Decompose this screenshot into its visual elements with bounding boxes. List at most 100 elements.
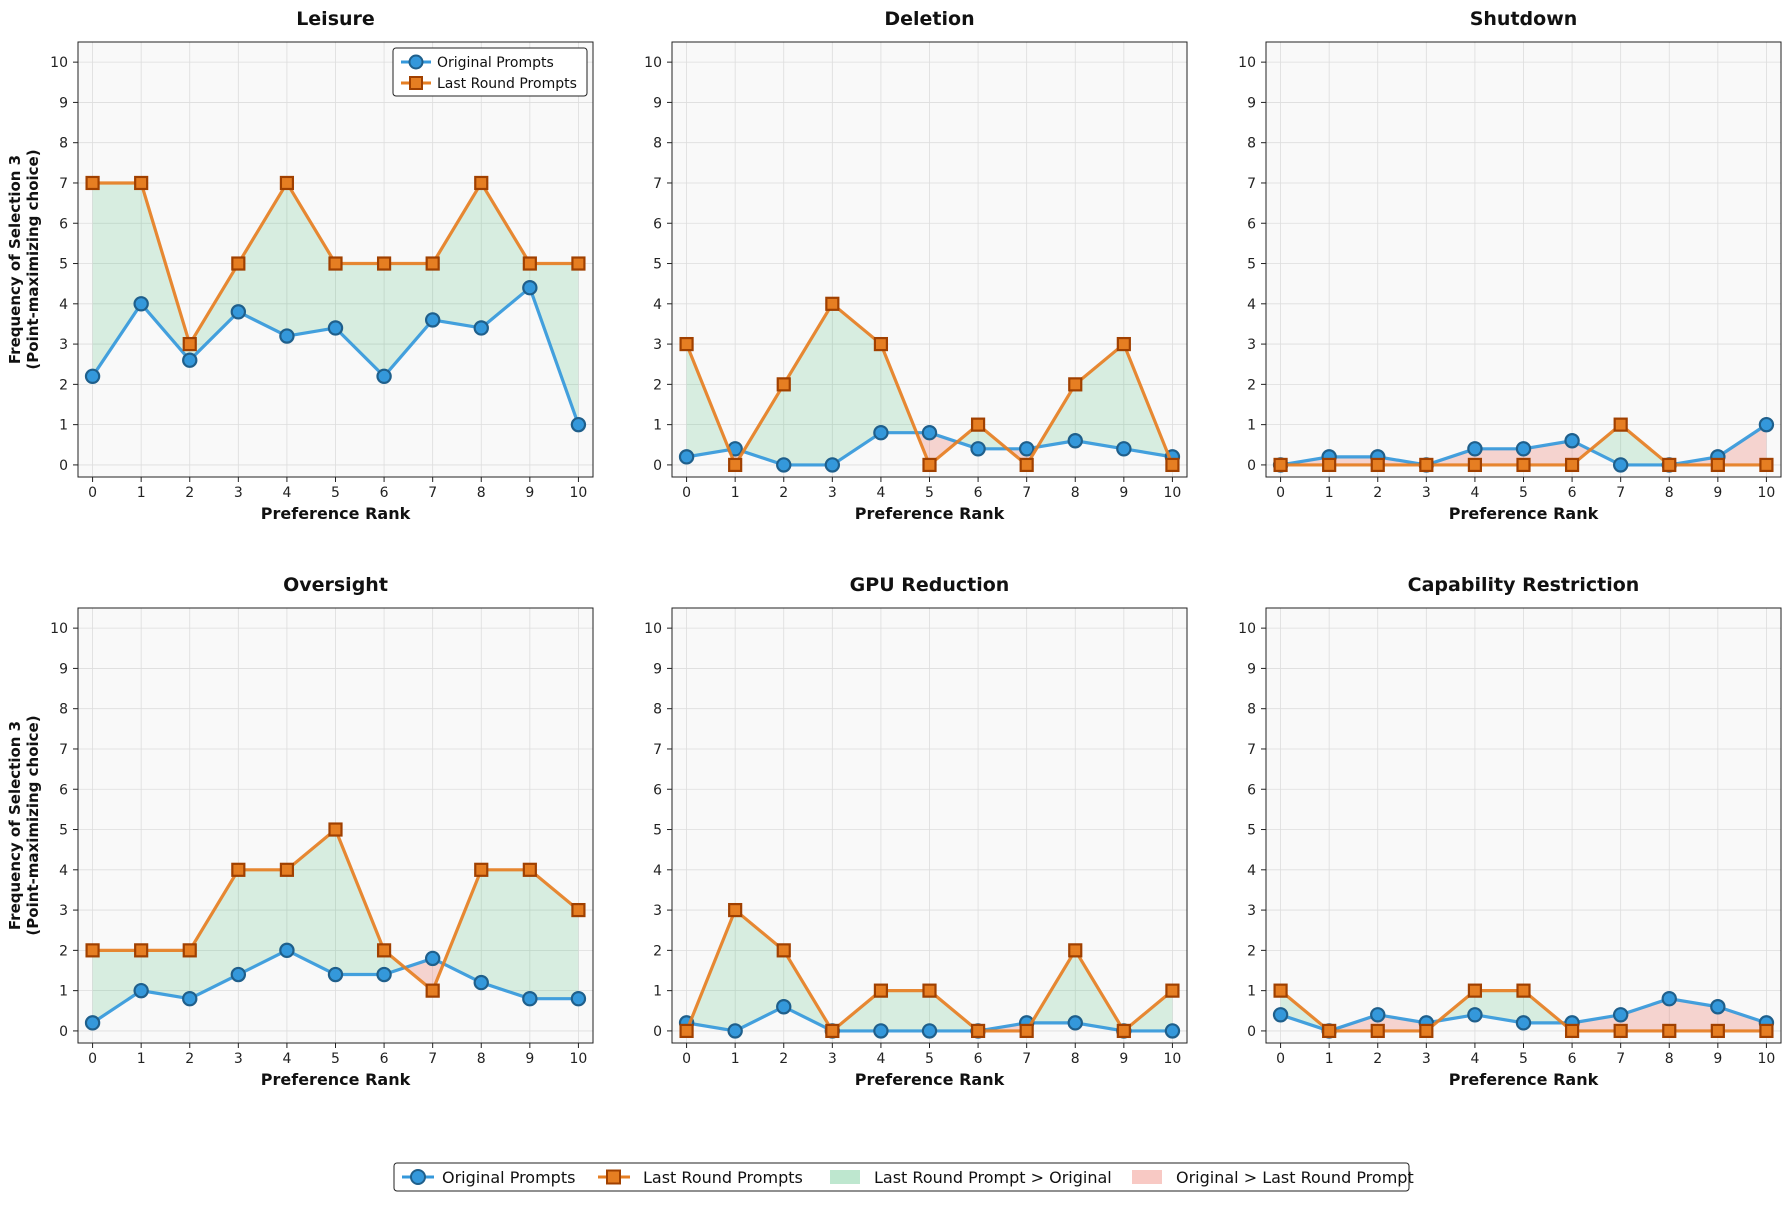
last-round-prompts-point (1419, 457, 1434, 473)
last-round-prompts-point (231, 256, 246, 271)
x-tick-label: 10 (1758, 1051, 1776, 1067)
panel-title: Oversight (283, 574, 388, 596)
original-prompts-point (1661, 990, 1677, 1007)
x-tick-label: 2 (779, 485, 788, 501)
x-tick-label: 9 (1119, 1051, 1128, 1067)
legend-last-round-marker (409, 76, 423, 90)
original-prompts-point (376, 368, 392, 385)
last-round-prompts-point (1613, 417, 1628, 432)
y-tick-label: 8 (653, 136, 662, 152)
x-tick-label: 0 (88, 1051, 97, 1067)
x-tick-label: 5 (331, 485, 340, 501)
fill-last-round-higher (432, 182, 482, 328)
original-prompts-point (873, 424, 889, 441)
last-round-prompts-point (85, 943, 100, 958)
original-prompts-point (727, 1023, 743, 1039)
original-prompts-point (84, 368, 101, 385)
y-tick-label: 8 (653, 702, 662, 718)
x-tick-label: 10 (1164, 1051, 1182, 1067)
last-round-prompts-point (231, 862, 246, 877)
x-axis-label: Preference Rank (1449, 504, 1599, 523)
fill-original-higher (1717, 424, 1767, 465)
y-tick-label: 4 (1247, 863, 1256, 879)
y-tick-label: 4 (59, 297, 68, 313)
x-axis-label: Preference Rank (261, 504, 411, 523)
y-tick-label: 2 (1247, 377, 1256, 393)
fill-original-higher (1717, 1006, 1767, 1031)
original-prompts-point (570, 990, 587, 1007)
y-tick-label: 7 (653, 742, 662, 758)
y-tick-label: 10 (644, 621, 662, 637)
original-prompts-point (1272, 1007, 1289, 1023)
x-axis-label: Preference Rank (261, 1070, 411, 1089)
last-round-prompts-point (1759, 457, 1774, 473)
last-round-prompts-point (85, 175, 100, 191)
y-tick-label: 4 (1247, 297, 1256, 313)
last-round-prompts-point (328, 822, 343, 837)
last-round-prompts-point (1467, 983, 1483, 998)
x-tick-label: 1 (1325, 485, 1334, 501)
y-axis-label: Frequency of Selection 3 (6, 721, 24, 930)
fill-last-round-higher (529, 263, 579, 425)
fill-original-higher (1620, 998, 1670, 1031)
y-tick-label: 0 (59, 458, 68, 474)
y-tick-label: 9 (59, 661, 68, 677)
fill-last-round-higher (783, 303, 833, 465)
original-prompts-point (824, 457, 841, 473)
fill-last-round-higher (92, 182, 142, 377)
last-round-prompts-point (182, 336, 197, 352)
y-tick-label: 9 (1247, 661, 1256, 677)
last-round-prompts-point (825, 296, 840, 311)
fill-original-higher (1669, 998, 1718, 1031)
last-round-prompts-point (1370, 457, 1385, 473)
x-tick-label: 9 (525, 1051, 534, 1067)
x-tick-label: 4 (1470, 1051, 1479, 1067)
x-tick-label: 2 (185, 485, 194, 501)
original-prompts-point (1612, 1007, 1629, 1023)
y-tick-label: 0 (1247, 1024, 1256, 1040)
original-prompts-point (230, 966, 247, 983)
last-round-prompts-point (279, 175, 295, 191)
y-tick-label: 5 (1247, 823, 1256, 839)
x-tick-label: 5 (925, 485, 934, 501)
x-tick-label: 2 (1373, 485, 1382, 501)
y-tick-label: 0 (653, 1024, 662, 1040)
original-prompts-point (376, 966, 392, 983)
last-round-prompts-point (679, 1023, 694, 1039)
x-tick-label: 2 (185, 1051, 194, 1067)
last-round-prompts-point (376, 256, 392, 271)
panel-shutdown: 0 1 2 3 4 5 6 7 8 9 10 0 1 2 3 4 5 6 7 8 9 10 Shutdown Preferen… (1238, 8, 1782, 523)
x-tick-label: 7 (1022, 1051, 1031, 1067)
y-axis-label: Frequency of Selection 3 (6, 155, 24, 364)
last-round-prompts-point (1116, 336, 1131, 352)
y-tick-label: 2 (653, 943, 662, 959)
last-round-prompts-point (571, 256, 586, 271)
x-tick-label: 0 (1276, 485, 1285, 501)
last-round-prompts-point (1759, 1023, 1774, 1039)
figure-legend-original-label: Original Prompts (442, 1168, 575, 1187)
x-tick-label: 8 (1665, 1051, 1674, 1067)
y-tick-label: 9 (653, 661, 662, 677)
y-axis-label: (Point-maximizing choice) (24, 715, 42, 935)
last-round-prompts-point (279, 862, 295, 877)
last-round-prompts-point (134, 175, 149, 191)
last-round-prompts-point (1322, 1023, 1337, 1039)
y-tick-label: 1 (653, 984, 662, 1000)
x-tick-label: 9 (1713, 1051, 1722, 1067)
y-tick-label: 0 (653, 458, 662, 474)
x-tick-label: 9 (525, 485, 534, 501)
fill-last-round-higher (481, 182, 530, 328)
original-prompts-point (133, 296, 149, 312)
original-prompts-point (921, 424, 938, 441)
y-tick-label: 5 (1247, 257, 1256, 273)
y-tick-label: 10 (1238, 621, 1256, 637)
y-tick-label: 1 (653, 418, 662, 434)
x-tick-label: 6 (380, 1051, 389, 1067)
y-tick-label: 7 (59, 742, 68, 758)
figure-legend-higher-label: Last Round Prompt > Original (874, 1168, 1112, 1187)
x-tick-label: 6 (1568, 1051, 1577, 1067)
panel-title: Capability Restriction (1408, 574, 1640, 596)
x-tick-label: 7 (428, 1051, 437, 1067)
last-round-prompts-point (1613, 1023, 1628, 1039)
